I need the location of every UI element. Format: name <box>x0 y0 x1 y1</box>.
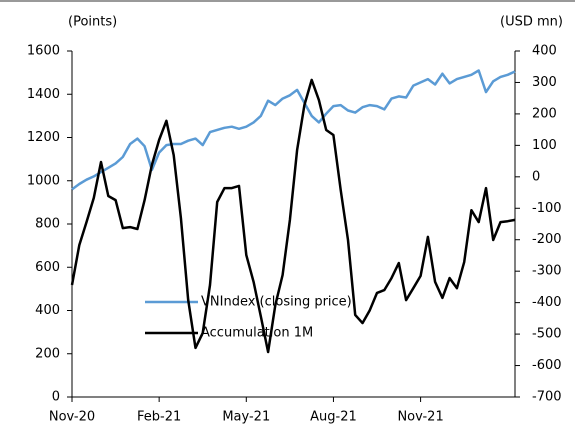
x-tick-label: Nov-21 <box>397 410 443 425</box>
y2-tick-label: 0 <box>532 169 540 184</box>
y-tick-label: 1600 <box>27 44 60 59</box>
y-tick-label: 400 <box>35 303 60 318</box>
x-tick-label: Nov-20 <box>49 410 95 425</box>
y2-tick-label: 400 <box>532 44 557 59</box>
y2-tick-label: 100 <box>532 138 557 153</box>
y-tick-label: 1200 <box>27 130 60 145</box>
y-tick-label: 200 <box>35 346 60 361</box>
y-tick-label: 600 <box>35 260 60 275</box>
x-tick-label: Aug-21 <box>310 410 357 425</box>
y2-tick-label: -200 <box>532 232 562 247</box>
y2-tick-label: -400 <box>532 295 562 310</box>
y2-tick-label: -700 <box>532 390 562 405</box>
x-tick-label: May-21 <box>222 410 270 425</box>
y2-tick-label: -500 <box>532 327 562 342</box>
y2-tick-label: -100 <box>532 201 562 216</box>
y-axis-label: (Points) <box>68 15 117 30</box>
y-tick-label: 1000 <box>27 173 60 188</box>
x-tick-label: Feb-21 <box>137 410 181 425</box>
y2-tick-label: 300 <box>532 75 557 90</box>
y2-tick-label: -300 <box>532 264 562 279</box>
y2-tick-label: -600 <box>532 358 562 373</box>
series-line <box>71 69 516 191</box>
y-tick-label: 0 <box>52 390 60 405</box>
y-tick-label: 1400 <box>27 87 60 102</box>
y2-axis-label: (USD mn) <box>500 15 563 30</box>
y-tick-label: 800 <box>35 217 60 232</box>
series-line <box>70 78 516 354</box>
y2-tick-label: 200 <box>532 106 557 121</box>
legend-label: Accumulation 1M <box>201 326 313 341</box>
